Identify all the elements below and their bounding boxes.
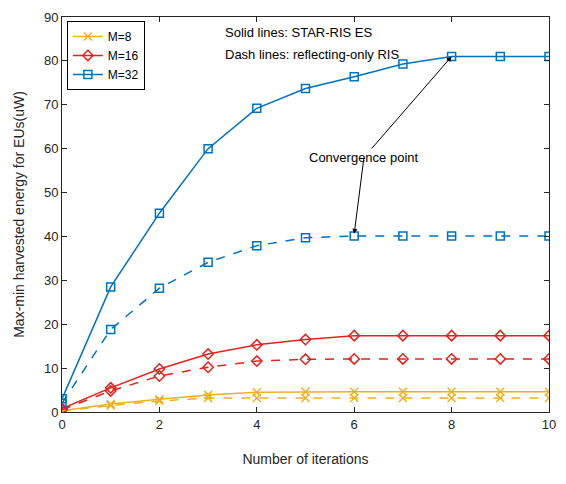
svg-text:Max-min harvested energy for E: Max-min harvested energy for EUs(uW) [11,91,27,338]
svg-text:10: 10 [542,417,556,432]
svg-text:Number of iterations: Number of iterations [242,451,368,467]
svg-text:50: 50 [44,185,58,200]
svg-text:80: 80 [44,53,58,68]
svg-text:8: 8 [448,417,455,432]
svg-text:M=32: M=32 [108,68,139,82]
svg-text:90: 90 [44,10,58,25]
svg-text:M=16: M=16 [108,49,139,63]
svg-text:M=8: M=8 [108,30,132,44]
svg-text:60: 60 [44,141,58,156]
svg-text:70: 70 [44,97,58,112]
svg-text:4: 4 [253,417,260,432]
svg-text:40: 40 [44,229,58,244]
svg-text:0: 0 [51,405,58,420]
svg-text:Convergence point: Convergence point [309,150,419,165]
svg-text:20: 20 [44,317,58,332]
svg-text:6: 6 [351,417,358,432]
svg-text:2: 2 [156,417,163,432]
svg-text:Solid lines: STAR-RIS ES: Solid lines: STAR-RIS ES [225,25,372,40]
svg-text:0: 0 [58,417,65,432]
svg-text:10: 10 [44,361,58,376]
svg-text:30: 30 [44,273,58,288]
svg-text:Dash lines: reflecting-only RI: Dash lines: reflecting-only RIS [225,47,399,62]
